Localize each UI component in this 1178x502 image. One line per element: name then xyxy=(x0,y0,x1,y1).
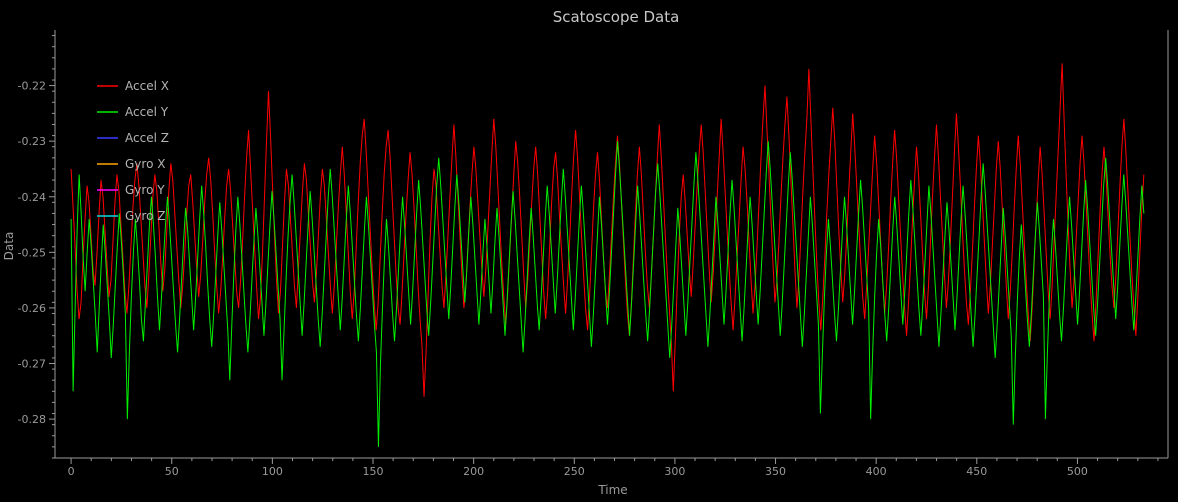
x-tick-label: 250 xyxy=(564,465,585,478)
x-axis-label: Time xyxy=(597,483,627,497)
x-tick-label: 450 xyxy=(966,465,987,478)
x-tick-label: 150 xyxy=(363,465,384,478)
legend-label-gyro-y: Gyro Y xyxy=(125,183,165,197)
legend-label-gyro-z: Gyro Z xyxy=(125,209,165,223)
x-tick-label: 350 xyxy=(765,465,786,478)
y-tick-label: -0.27 xyxy=(18,358,46,371)
x-tick-label: 400 xyxy=(866,465,887,478)
y-minor-ticks xyxy=(52,35,55,459)
y-tick-label: -0.26 xyxy=(18,302,46,315)
legend-label-accel-x: Accel X xyxy=(125,79,169,93)
legend-label-gyro-x: Gyro X xyxy=(125,157,165,171)
legend-label-accel-z: Accel Z xyxy=(125,131,169,145)
legend-label-accel-y: Accel Y xyxy=(125,105,169,119)
x-tick-label: 100 xyxy=(262,465,283,478)
y-tick-label: -0.28 xyxy=(18,413,46,426)
x-tick-label: 200 xyxy=(463,465,484,478)
series-layer xyxy=(70,63,1145,447)
y-tick-label: -0.24 xyxy=(18,191,46,204)
x-tick-label: 300 xyxy=(664,465,685,478)
x-tick-label: 500 xyxy=(1067,465,1088,478)
x-ticks: 0 50 100 150 200 250 300 350 400 450 500 xyxy=(68,458,1088,478)
y-ticks: -0.22 -0.23 -0.24 -0.25 -0.26 -0.27 -0.28 xyxy=(18,80,55,426)
x-tick-label: 50 xyxy=(165,465,179,478)
chart-title: Scatoscope Data xyxy=(553,8,680,26)
legend: Accel X Accel Y Accel Z Gyro X Gyro Y Gyro Z xyxy=(97,79,169,223)
y-tick-label: -0.23 xyxy=(18,135,46,148)
series-line-accel-y xyxy=(70,141,1145,447)
y-tick-label: -0.22 xyxy=(18,80,46,93)
y-tick-label: -0.25 xyxy=(18,246,46,259)
axes xyxy=(54,30,1169,459)
x-tick-label: 0 xyxy=(68,465,75,478)
series-line-accel-x xyxy=(70,63,1145,397)
x-minor-ticks xyxy=(90,458,1159,461)
y-axis-label: Data xyxy=(2,232,16,261)
